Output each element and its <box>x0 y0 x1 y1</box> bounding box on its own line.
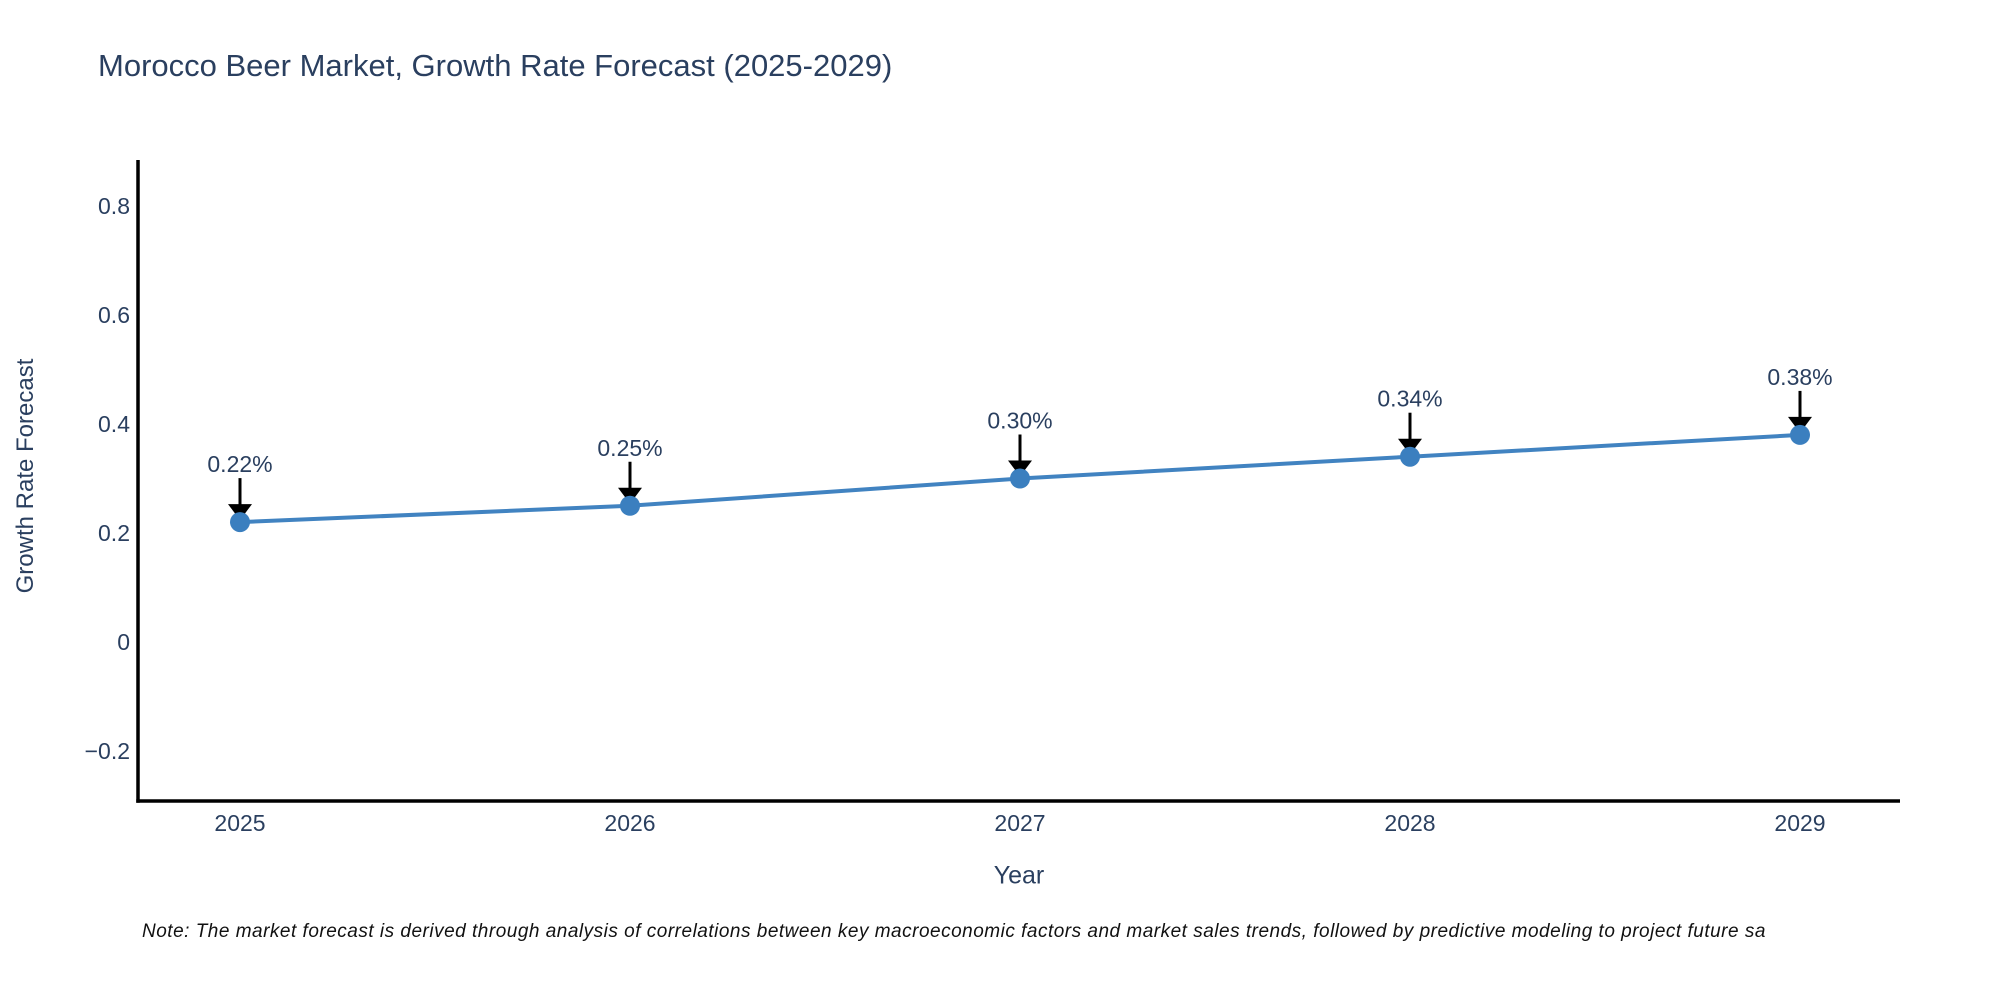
data-point-2027 <box>1010 468 1030 489</box>
x-tick-label: 2025 <box>214 810 265 836</box>
point-annotation: 0.22% <box>207 451 272 477</box>
x-tick-label: 2026 <box>604 810 655 836</box>
x-axis-title: Year <box>993 861 1045 890</box>
x-tick-label: 2027 <box>994 810 1045 836</box>
y-tick-label: 0.2 <box>98 520 130 546</box>
data-point-2028 <box>1400 446 1420 467</box>
x-tick-label: 2029 <box>1774 810 1825 836</box>
footnote: Note: The market forecast is derived thr… <box>142 921 1766 942</box>
data-point-2026 <box>620 495 640 516</box>
data-point-2029 <box>1790 424 1810 445</box>
point-annotation: 0.25% <box>597 435 662 461</box>
x-tick-label: 2028 <box>1384 810 1435 836</box>
y-tick-label: 0.6 <box>98 302 130 328</box>
point-annotation: 0.38% <box>1767 364 1832 390</box>
data-point-2025 <box>230 512 250 533</box>
point-annotation: 0.30% <box>987 408 1052 434</box>
chart-title: Morocco Beer Market, Growth Rate Forecas… <box>98 48 893 83</box>
y-tick-label: 0.4 <box>98 411 130 437</box>
y-tick-label: 0 <box>117 629 130 655</box>
y-tick-label: −0.2 <box>85 738 130 764</box>
y-tick-label: 0.8 <box>98 193 130 219</box>
point-annotation: 0.34% <box>1377 386 1442 412</box>
